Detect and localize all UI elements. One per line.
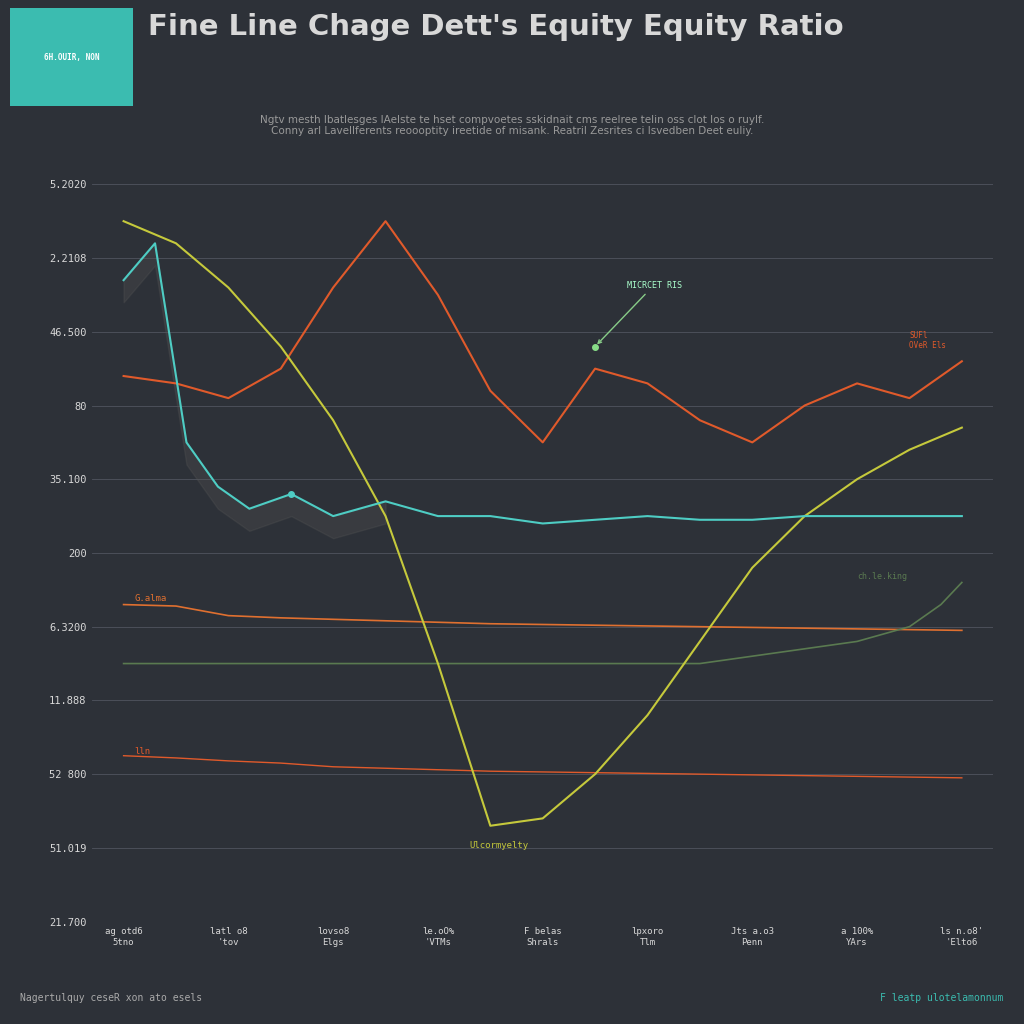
Text: G.alma: G.alma xyxy=(134,594,166,603)
Text: Ulcormyelty: Ulcormyelty xyxy=(469,841,528,850)
Text: 6H.OUIR, NON: 6H.OUIR, NON xyxy=(44,53,99,61)
Text: Ngtv mesth lbatlesges lAelste te hset compvoetes sskidnait cms reelree telin oss: Ngtv mesth lbatlesges lAelste te hset co… xyxy=(260,115,764,136)
Text: SUFl
OVeR Els: SUFl OVeR Els xyxy=(909,331,946,350)
FancyBboxPatch shape xyxy=(10,8,133,106)
Text: MICRCET RIS: MICRCET RIS xyxy=(598,281,682,343)
Text: Fine Line Chage Dett's Equity Equity Ratio: Fine Line Chage Dett's Equity Equity Rat… xyxy=(148,13,844,41)
Text: Nagertulquy ceseR xon ato esels: Nagertulquy ceseR xon ato esels xyxy=(20,993,203,1004)
Text: ch.le.king: ch.le.king xyxy=(857,571,907,581)
Text: lln: lln xyxy=(134,746,151,756)
Text: F leatp ulotelamonnum: F leatp ulotelamonnum xyxy=(881,993,1004,1004)
